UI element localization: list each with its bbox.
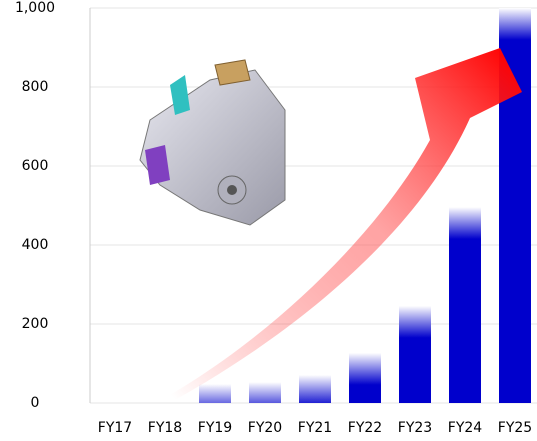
- x-tick-label: FY22: [348, 420, 382, 436]
- x-tick-label: FY17: [98, 420, 132, 436]
- x-tick-label: FY18: [148, 420, 182, 436]
- engine-illustration: [140, 60, 285, 225]
- y-tick-label: 800: [22, 79, 49, 95]
- bar: [199, 384, 231, 403]
- y-tick-label: 400: [22, 237, 49, 253]
- x-tick-label: FY19: [198, 420, 232, 436]
- x-tick-label: FY25: [498, 420, 532, 436]
- bar: [299, 375, 331, 403]
- bar: [249, 382, 281, 403]
- chart: 0 200 400 600 800 1,000 FY17 FY18 FY19 FY20 FY21 FY…: [0, 0, 537, 441]
- y-tick-label: 1,000: [15, 0, 55, 16]
- x-tick-label: FY20: [248, 420, 282, 436]
- x-tick-label: FY24: [448, 420, 483, 436]
- y-tick-label: 200: [22, 316, 49, 332]
- bar: [449, 207, 481, 403]
- y-tick-label: 600: [22, 158, 49, 174]
- x-tick-label: FY23: [398, 420, 432, 436]
- bar: [399, 306, 431, 403]
- x-tick-label: FY21: [298, 420, 332, 436]
- y-tick-label: 0: [31, 395, 40, 411]
- bar: [349, 353, 381, 403]
